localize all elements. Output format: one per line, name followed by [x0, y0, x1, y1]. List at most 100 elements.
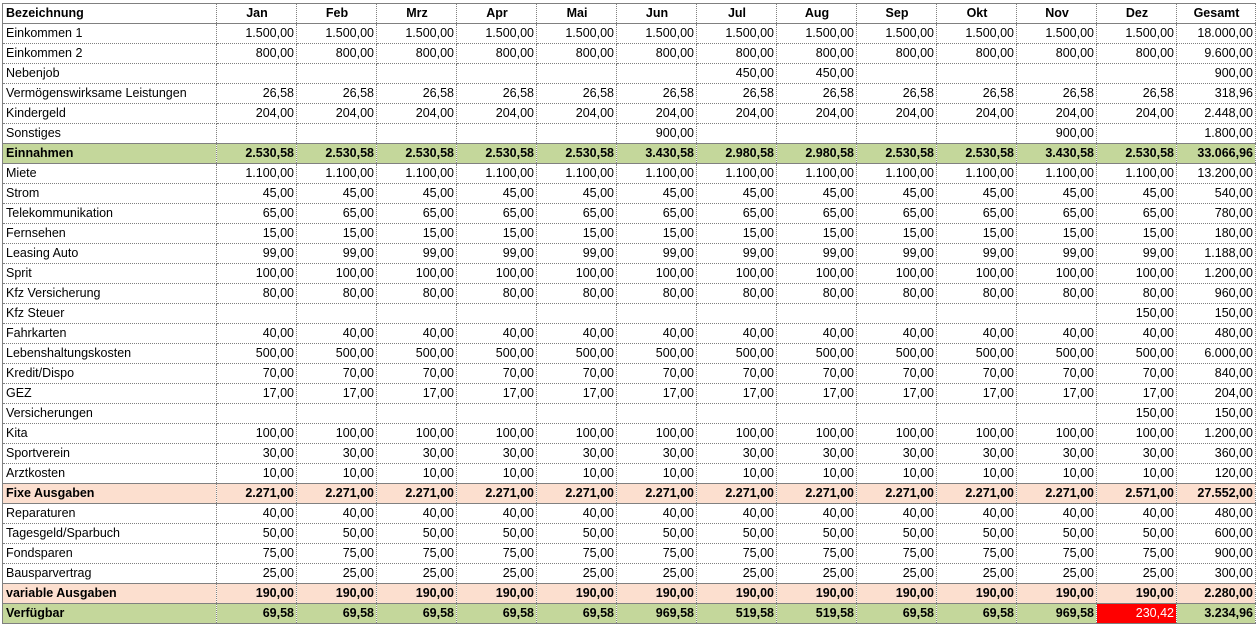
value-cell[interactable]: 900,00 — [616, 123, 697, 144]
value-cell[interactable] — [856, 403, 937, 424]
value-cell[interactable]: 150,00 — [1096, 403, 1177, 424]
value-cell[interactable]: 25,00 — [376, 563, 457, 584]
value-cell[interactable]: 10,00 — [216, 463, 297, 484]
value-cell[interactable]: 100,00 — [536, 423, 617, 444]
value-cell[interactable]: 10,00 — [696, 463, 777, 484]
value-cell[interactable]: 10,00 — [936, 463, 1017, 484]
value-cell[interactable]: 500,00 — [1096, 343, 1177, 364]
value-cell[interactable]: 500,00 — [216, 343, 297, 364]
value-cell[interactable]: 1.100,00 — [536, 163, 617, 184]
value-cell[interactable]: 26,58 — [296, 83, 377, 104]
value-cell[interactable]: 50,00 — [216, 523, 297, 544]
value-cell[interactable]: 75,00 — [1096, 543, 1177, 564]
value-cell[interactable] — [536, 303, 617, 324]
value-cell[interactable]: 80,00 — [216, 283, 297, 304]
value-cell[interactable]: 800,00 — [1016, 43, 1097, 64]
value-cell[interactable] — [376, 403, 457, 424]
value-cell[interactable]: 80,00 — [376, 283, 457, 304]
value-cell[interactable] — [936, 63, 1017, 84]
value-cell[interactable]: 204,00 — [216, 103, 297, 124]
row-label-cell[interactable]: Einkommen 2 — [2, 43, 217, 64]
value-cell[interactable]: 70,00 — [776, 363, 857, 384]
row-label-cell[interactable]: Arztkosten — [2, 463, 217, 484]
value-cell[interactable]: 30,00 — [456, 443, 537, 464]
row-label-cell[interactable]: Einkommen 1 — [2, 23, 217, 44]
value-cell[interactable]: 75,00 — [696, 543, 777, 564]
value-cell[interactable]: 100,00 — [456, 263, 537, 284]
value-cell[interactable]: 99,00 — [1016, 243, 1097, 264]
value-cell[interactable]: 45,00 — [376, 183, 457, 204]
value-cell[interactable]: 204,00 — [456, 103, 537, 124]
value-cell[interactable]: 65,00 — [776, 203, 857, 224]
value-cell[interactable]: 69,58 — [296, 603, 377, 624]
value-cell[interactable]: 99,00 — [536, 243, 617, 264]
value-cell[interactable]: 2.271,00 — [936, 483, 1017, 504]
value-cell[interactable]: 40,00 — [1016, 323, 1097, 344]
value-cell[interactable]: 450,00 — [696, 63, 777, 84]
value-cell[interactable]: 100,00 — [376, 423, 457, 444]
header-cell-month[interactable]: Apr — [456, 3, 537, 24]
value-cell[interactable]: 80,00 — [456, 283, 537, 304]
value-cell[interactable]: 1.500,00 — [936, 23, 1017, 44]
value-cell[interactable]: 70,00 — [536, 363, 617, 384]
value-cell[interactable]: 40,00 — [696, 323, 777, 344]
value-cell[interactable]: 25,00 — [1096, 563, 1177, 584]
value-cell[interactable]: 65,00 — [376, 203, 457, 224]
value-cell[interactable]: 45,00 — [856, 183, 937, 204]
value-cell[interactable]: 800,00 — [216, 43, 297, 64]
value-cell[interactable] — [216, 403, 297, 424]
value-cell[interactable]: 1.500,00 — [856, 23, 937, 44]
value-cell[interactable]: 80,00 — [616, 283, 697, 304]
value-cell[interactable]: 500,00 — [296, 343, 377, 364]
value-cell[interactable]: 2.271,00 — [1016, 483, 1097, 504]
row-label-cell[interactable]: Kredit/Dispo — [2, 363, 217, 384]
value-cell[interactable]: 17,00 — [936, 383, 1017, 404]
value-cell[interactable]: 500,00 — [1016, 343, 1097, 364]
value-cell[interactable]: 15,00 — [936, 223, 1017, 244]
value-cell[interactable]: 1.100,00 — [456, 163, 537, 184]
row-label-cell[interactable]: Fahrkarten — [2, 323, 217, 344]
row-label-cell[interactable]: Einnahmen — [2, 143, 217, 164]
value-cell[interactable]: 800,00 — [376, 43, 457, 64]
value-cell[interactable]: 190,00 — [376, 583, 457, 604]
value-cell[interactable]: 99,00 — [776, 243, 857, 264]
header-cell-month[interactable]: Sep — [856, 3, 937, 24]
value-cell[interactable] — [216, 63, 297, 84]
value-cell[interactable]: 75,00 — [616, 543, 697, 564]
value-cell[interactable]: 50,00 — [296, 523, 377, 544]
value-cell[interactable]: 99,00 — [936, 243, 1017, 264]
value-cell[interactable]: 17,00 — [536, 383, 617, 404]
value-cell[interactable] — [936, 403, 1017, 424]
value-cell[interactable]: 50,00 — [696, 523, 777, 544]
value-cell[interactable]: 40,00 — [456, 503, 537, 524]
value-cell[interactable]: 1.100,00 — [936, 163, 1017, 184]
row-total-cell[interactable]: 480,00 — [1176, 503, 1256, 524]
value-cell[interactable]: 26,58 — [936, 83, 1017, 104]
header-cell-month[interactable]: Jan — [216, 3, 297, 24]
value-cell[interactable]: 15,00 — [1096, 223, 1177, 244]
value-cell[interactable]: 50,00 — [616, 523, 697, 544]
header-cell-total[interactable]: Gesamt — [1176, 3, 1256, 24]
value-cell[interactable]: 30,00 — [296, 443, 377, 464]
value-cell[interactable]: 100,00 — [696, 423, 777, 444]
row-total-cell[interactable]: 180,00 — [1176, 223, 1256, 244]
row-total-cell[interactable]: 1.200,00 — [1176, 263, 1256, 284]
value-cell[interactable]: 40,00 — [536, 323, 617, 344]
value-cell[interactable]: 26,58 — [776, 83, 857, 104]
value-cell[interactable]: 15,00 — [616, 223, 697, 244]
value-cell[interactable]: 40,00 — [616, 503, 697, 524]
value-cell[interactable]: 2.530,58 — [456, 143, 537, 164]
value-cell[interactable]: 100,00 — [936, 423, 1017, 444]
value-cell[interactable]: 99,00 — [1096, 243, 1177, 264]
value-cell[interactable]: 100,00 — [776, 423, 857, 444]
value-cell[interactable]: 30,00 — [536, 443, 617, 464]
value-cell[interactable]: 800,00 — [776, 43, 857, 64]
value-cell[interactable]: 40,00 — [776, 323, 857, 344]
value-cell[interactable]: 190,00 — [216, 583, 297, 604]
row-label-cell[interactable]: Leasing Auto — [2, 243, 217, 264]
value-cell[interactable]: 80,00 — [776, 283, 857, 304]
value-cell[interactable] — [776, 123, 857, 144]
value-cell[interactable]: 2.530,58 — [296, 143, 377, 164]
value-cell[interactable]: 100,00 — [936, 263, 1017, 284]
value-cell[interactable]: 800,00 — [1096, 43, 1177, 64]
